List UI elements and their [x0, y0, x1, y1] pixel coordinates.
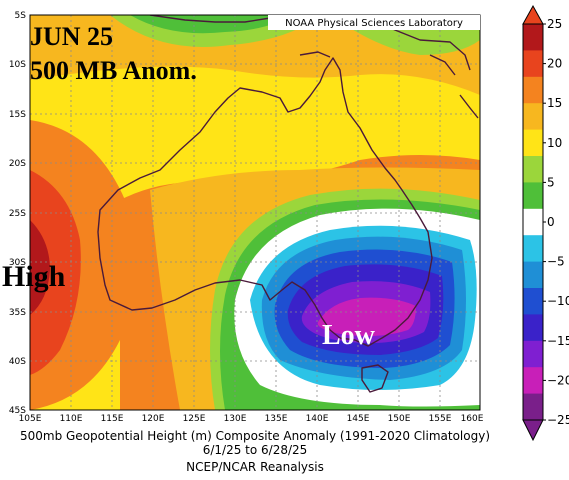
map-frame [29, 14, 481, 411]
colorbar-swatch [523, 156, 543, 183]
latitude-labels: 5S 10S 15S 20S 25S 30S 35S 40S 45S [9, 11, 26, 416]
colorbar-swatch [523, 393, 543, 421]
lon-label: 130E [224, 414, 247, 424]
title-level: 500 MB Anom. [30, 56, 197, 85]
colorbar-tick-label: 20 [547, 57, 562, 71]
credit-box [268, 15, 480, 30]
lon-label: 125E [183, 414, 206, 424]
lat-label: 15S [9, 110, 26, 120]
colorbar-bottom-arrow [522, 419, 544, 442]
lat-label: 5S [15, 11, 27, 21]
lon-label: 150E [388, 414, 411, 424]
lat-label: 35S [9, 308, 26, 318]
lat-label: 25S [9, 209, 26, 219]
colorbar-swatch [523, 288, 543, 315]
colorbar-swatch [523, 314, 543, 342]
anomaly-field [30, 15, 480, 410]
lon-label: 160E [461, 414, 484, 424]
lon-label: 155E [429, 414, 452, 424]
lat-label: 45S [9, 406, 26, 416]
colorbar-swatch [523, 367, 543, 395]
lon-label: 135E [265, 414, 288, 424]
colorbar-tick-label: −5 [547, 255, 565, 269]
lat-label: 30S [9, 258, 26, 268]
colorbar-swatch [523, 50, 543, 78]
lon-label: 110E [60, 414, 83, 424]
colorbar-tick-label: 15 [547, 96, 562, 110]
low-label: Low [322, 320, 376, 351]
longitude-labels: 105E 110E 115E 120E 125E 130E 135E 140E … [19, 414, 484, 424]
colorbar-swatch [523, 76, 543, 104]
colorbar-tick-label: 10 [547, 136, 562, 150]
lat-label: 40S [9, 357, 26, 367]
credit-text: NOAA Physical Sciences Laboratory [285, 18, 463, 29]
colorbar-swatch [523, 208, 543, 236]
colorbar-swatch [523, 340, 543, 368]
colorbar-swatch [523, 235, 543, 263]
caption-line2: 6/1/25 to 6/28/25 [202, 443, 308, 457]
colorbar-swatch [523, 129, 543, 157]
lat-label: 20S [9, 159, 26, 169]
lon-label: 140E [306, 414, 329, 424]
colorbar-tick-label: −20 [547, 373, 569, 387]
lon-label: 120E [142, 414, 165, 424]
colorbar-tick-label: −10 [547, 294, 569, 308]
colorbar-swatch [523, 103, 543, 131]
colorbar-swatch [523, 182, 543, 210]
caption-line1: 500mb Geopotential Height (m) Composite … [19, 429, 490, 443]
title-date: JUN 25 [30, 22, 114, 51]
colorbar-swatch [523, 261, 543, 289]
high-label: High [2, 260, 66, 293]
colorbar-tick-label: −25 [547, 413, 569, 427]
lon-label: 115E [101, 414, 124, 424]
caption-line3: NCEP/NCAR Reanalysis [186, 460, 324, 474]
colorbar: 25 20 15 10 5 0 −5 −10 −15 −20 −25 [522, 4, 569, 442]
colorbar-swatch [523, 24, 543, 51]
colorbar-tick-label: 5 [547, 175, 555, 189]
colorbar-tick-label: 25 [547, 17, 562, 31]
colorbar-tick-label: 0 [547, 215, 555, 229]
colorbar-tick-label: −15 [547, 334, 569, 348]
lon-label: 145E [347, 414, 370, 424]
colorbar-top-arrow [522, 4, 544, 25]
lon-label: 105E [19, 414, 42, 424]
lat-label: 10S [9, 60, 26, 70]
